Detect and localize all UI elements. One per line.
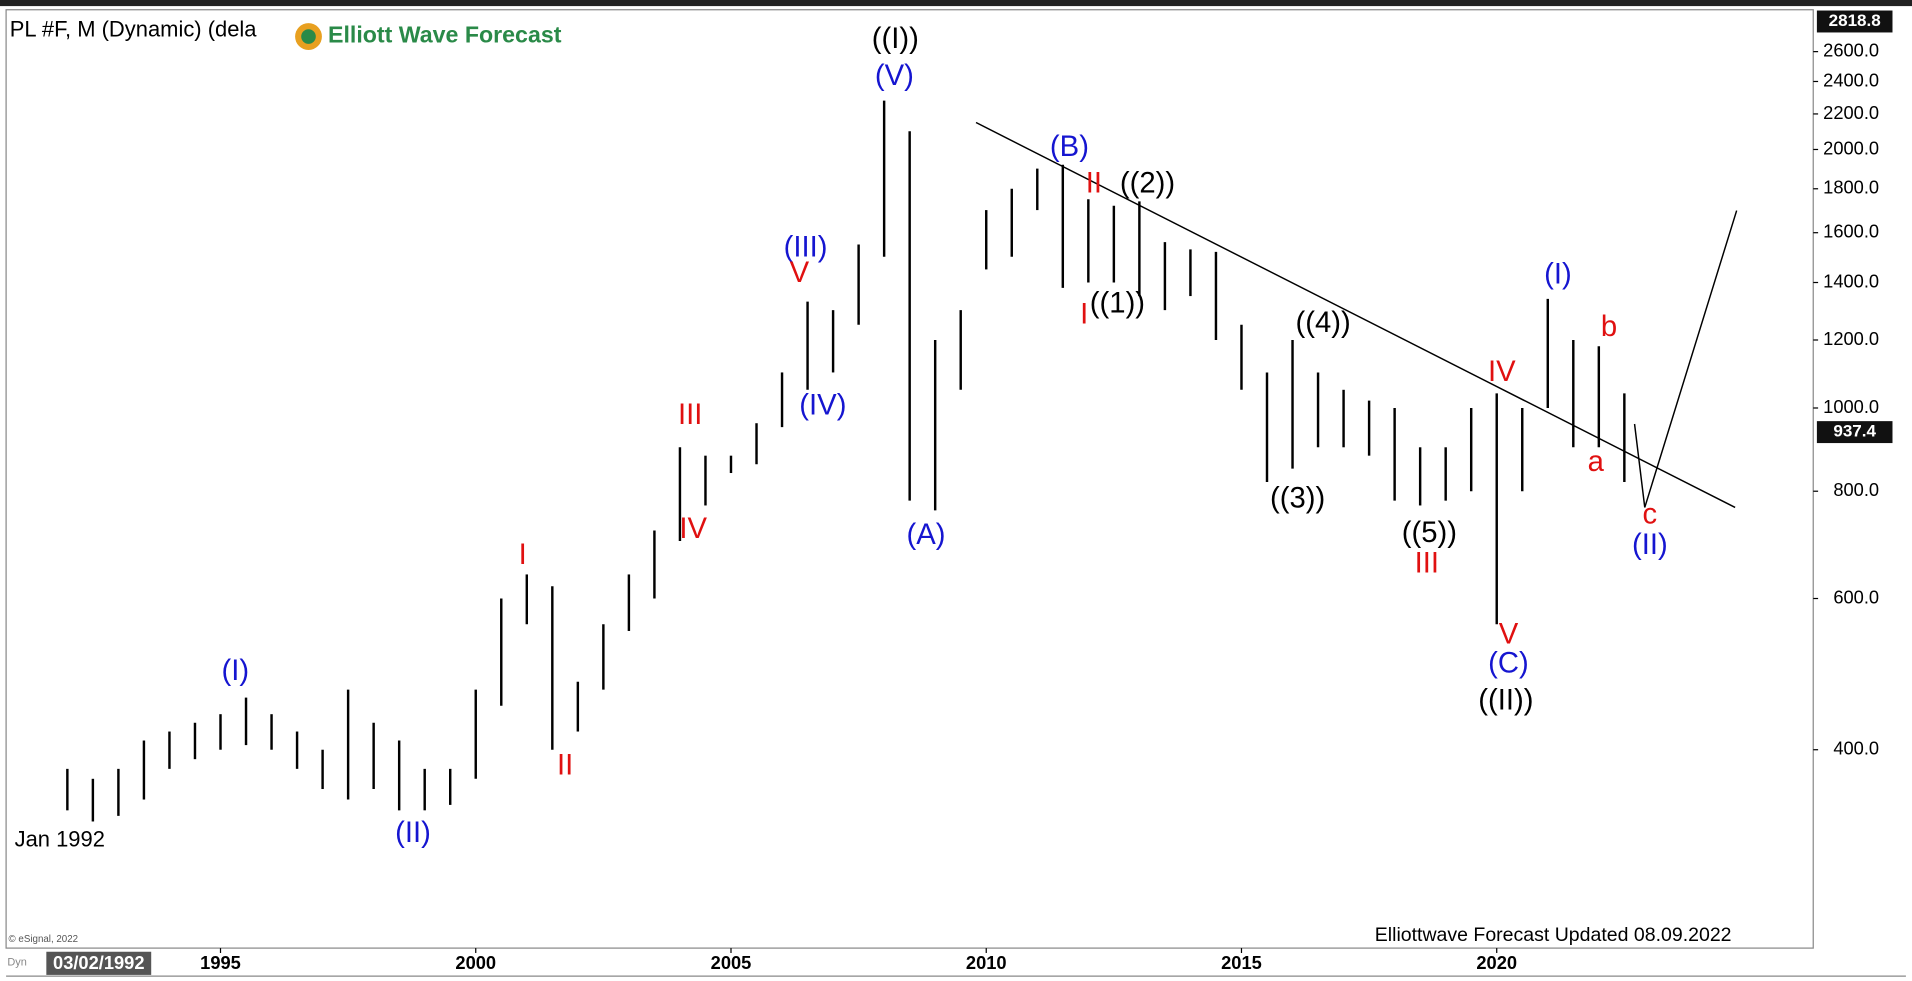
start-label: Jan 1992 bbox=[15, 827, 105, 852]
wave-label: a bbox=[1588, 446, 1605, 478]
wave-label: IV bbox=[1488, 356, 1516, 388]
mode-box: Dyn bbox=[7, 957, 27, 969]
wave-label: (C) bbox=[1488, 648, 1529, 680]
wave-label: (A) bbox=[906, 519, 945, 551]
wave-label: III bbox=[1415, 547, 1439, 579]
x-tick-label: 1995 bbox=[200, 952, 241, 973]
y-tick-label: 2600.0 bbox=[1823, 39, 1879, 60]
wave-label: I bbox=[1080, 299, 1088, 331]
wave-label: II bbox=[557, 750, 573, 782]
date-box-bg bbox=[46, 951, 152, 975]
wave-label: ((4)) bbox=[1296, 307, 1351, 339]
x-tick-label: 2010 bbox=[966, 952, 1007, 973]
y-tick-label: 1400.0 bbox=[1823, 270, 1879, 291]
y-tick-label: 1200.0 bbox=[1823, 328, 1879, 349]
last-price-label: 937.4 bbox=[1833, 422, 1876, 441]
date-box: 03/02/1992 bbox=[53, 952, 144, 973]
plot-frame bbox=[5, 9, 1814, 949]
wave-label: II bbox=[1086, 168, 1102, 200]
y-tick-label: 2200.0 bbox=[1823, 102, 1879, 123]
wave-label: (B) bbox=[1050, 131, 1089, 163]
wave-label: V bbox=[790, 257, 810, 289]
copyright: © eSignal, 2022 bbox=[9, 934, 79, 945]
footer: Elliottwave Forecast Updated 08.09.2022 bbox=[1375, 924, 1732, 946]
wave-label: ((3)) bbox=[1270, 482, 1325, 514]
x-tick-label: 2000 bbox=[455, 952, 496, 973]
wave-label: ((2)) bbox=[1120, 168, 1175, 200]
wave-label: (II) bbox=[395, 817, 431, 849]
last-price-bg bbox=[1816, 421, 1893, 444]
logo-bg bbox=[290, 17, 574, 57]
logo-icon-inner bbox=[301, 29, 316, 44]
top-bar bbox=[0, 0, 1912, 7]
wave-label: (I) bbox=[221, 655, 249, 687]
wave-label: (V) bbox=[875, 60, 914, 92]
wave-label: III bbox=[678, 399, 702, 431]
wave-label: ((5)) bbox=[1402, 517, 1457, 549]
wave-label: I bbox=[519, 539, 527, 571]
x-tick-label: 2015 bbox=[1221, 952, 1262, 973]
logo-text: Elliott Wave Forecast bbox=[328, 22, 562, 48]
y-tick-label: 600.0 bbox=[1833, 586, 1879, 607]
y-tick-label: 2000.0 bbox=[1823, 137, 1879, 158]
wave-label: (IV) bbox=[799, 390, 846, 422]
wave-label: ((II)) bbox=[1478, 684, 1533, 716]
y-tick-label: 1000.0 bbox=[1823, 396, 1879, 417]
trend-line bbox=[1633, 210, 1738, 508]
wave-label: b bbox=[1601, 311, 1617, 343]
trend-line bbox=[975, 121, 1736, 509]
wave-label: (I) bbox=[1544, 258, 1572, 290]
wave-label: V bbox=[1499, 618, 1519, 650]
wave-label: ((I)) bbox=[872, 23, 919, 55]
wave-label: IV bbox=[679, 513, 707, 545]
chart-title: PL #F, M (Dynamic) (dela bbox=[10, 16, 258, 41]
y-tick-label: 2400.0 bbox=[1823, 69, 1879, 90]
max-price-bg bbox=[1816, 10, 1893, 33]
x-tick-label: 2005 bbox=[711, 952, 752, 973]
wave-label: ((1)) bbox=[1090, 288, 1145, 320]
x-tick-label: 2020 bbox=[1476, 952, 1517, 973]
y-tick-label: 1600.0 bbox=[1823, 221, 1879, 242]
wave-label: (II) bbox=[1632, 529, 1668, 561]
wave-label: (III) bbox=[784, 231, 828, 263]
y-tick-label: 400.0 bbox=[1833, 738, 1879, 759]
wave-label: c bbox=[1643, 499, 1658, 531]
y-tick-label: 800.0 bbox=[1833, 479, 1879, 500]
max-price-label: 2818.8 bbox=[1829, 11, 1881, 30]
y-tick-label: 1800.0 bbox=[1823, 177, 1879, 198]
